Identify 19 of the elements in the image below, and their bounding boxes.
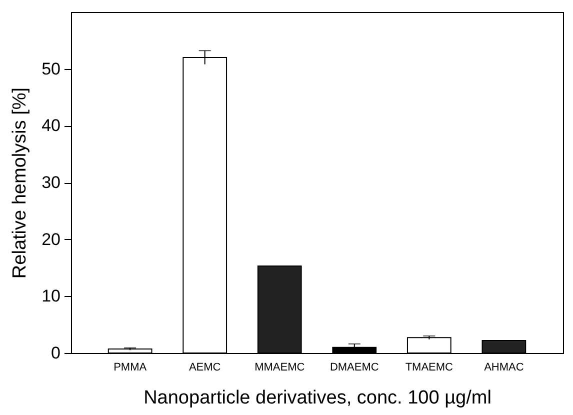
- x-tick-label: AHMAC: [484, 362, 524, 374]
- y-tick-label: 10: [42, 286, 60, 306]
- bar: [482, 340, 526, 354]
- y-tick-label: 30: [42, 173, 60, 192]
- y-tick-label: 20: [42, 230, 60, 249]
- x-axis-title: Nanoparticle derivatives, conc. 100 µg/ml: [144, 388, 492, 408]
- bar: [108, 348, 152, 354]
- x-tick-label: PMMA: [114, 362, 148, 374]
- y-tick-label: 50: [42, 59, 60, 78]
- x-tick-label: AEMC: [188, 362, 221, 374]
- x-tick-label: DMAEMC: [330, 362, 379, 374]
- bar: [406, 337, 452, 354]
- x-tick-label: MMAEMC: [254, 362, 305, 374]
- y-tick-label: 40: [42, 116, 60, 136]
- x-tick-label: TMAEMC: [405, 362, 454, 374]
- y-tick-label: 0: [51, 344, 60, 362]
- y-axis-title: Relative hemolysis [%]: [10, 87, 31, 279]
- bar: [332, 346, 377, 354]
- bar: [257, 266, 302, 354]
